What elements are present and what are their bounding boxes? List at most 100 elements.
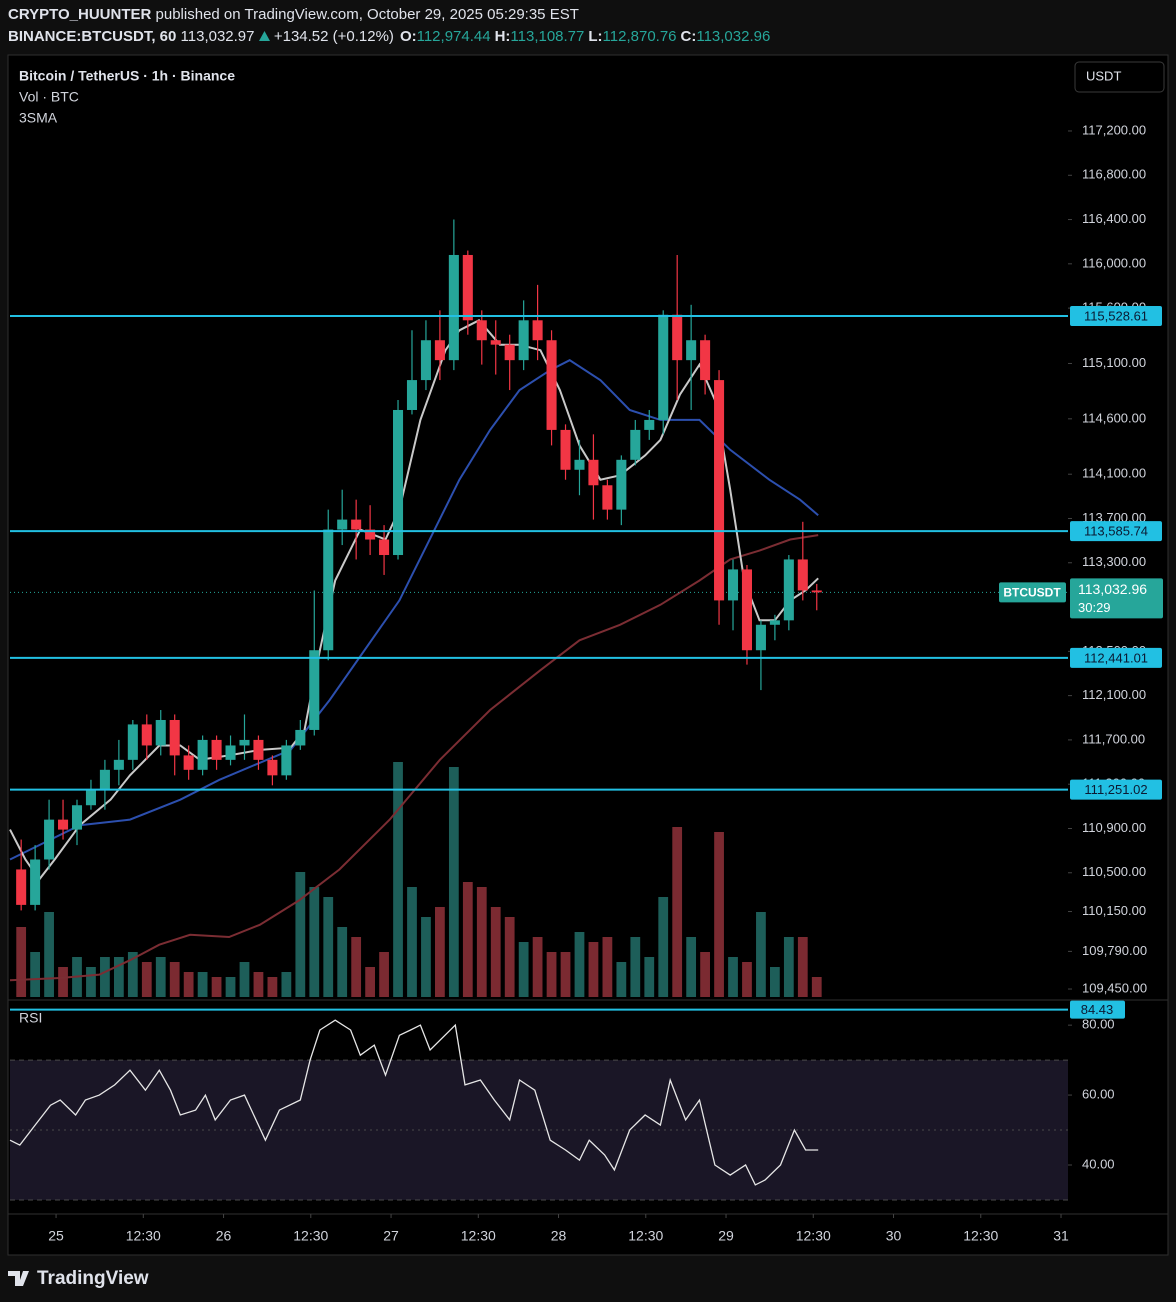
up-arrow-shape — [258, 31, 270, 41]
x-tick-label: 31 — [1053, 1228, 1069, 1244]
price-label: 113,032.96 — [1078, 581, 1147, 597]
candle-body — [434, 340, 445, 361]
x-tick-label: 28 — [551, 1228, 567, 1244]
legend-volume: Vol · BTC — [19, 89, 79, 105]
level-label: 112,441.01 — [1084, 650, 1148, 665]
ohlc-key: L: — [588, 28, 603, 45]
volume-bar — [30, 952, 41, 997]
candle-body — [239, 739, 250, 746]
volume-bar — [546, 952, 557, 997]
candle-body — [546, 340, 557, 430]
volume-bar — [435, 907, 445, 997]
candle-body — [44, 819, 55, 860]
chart-frame — [7, 54, 1169, 1256]
volume-bar — [351, 937, 362, 997]
volume-bar — [113, 957, 124, 997]
symbol-line: BINANCE:BTCUSDT, 60 113,032.97 +134.52 (… — [8, 28, 770, 45]
volume-bar — [393, 762, 403, 997]
candle-body — [769, 620, 780, 625]
y-tick-label: 112,100.00 — [1082, 687, 1146, 702]
candle-body — [365, 529, 376, 540]
y-tick-label: 114,100.00 — [1082, 466, 1146, 481]
legend-symbol: Bitcoin / TetherUS · 1h · Binance — [19, 68, 235, 84]
candle-body — [476, 320, 487, 341]
volume-bar — [658, 897, 669, 997]
change: +134.52 (+0.12%) — [273, 28, 394, 45]
author: CRYPTO_HUUNTER — [8, 6, 152, 23]
candle-body — [462, 254, 473, 321]
volume-bar — [756, 912, 766, 997]
x-tick-label: 12:30 — [963, 1228, 998, 1244]
volume-bar — [448, 767, 459, 997]
level-label-box — [1070, 779, 1162, 800]
legend-indicator: 3SMA — [19, 110, 58, 126]
x-tick-label: 25 — [48, 1228, 64, 1244]
candle-body — [797, 559, 808, 591]
level-label: 113,585.74 — [1084, 524, 1148, 539]
y-tick-label: 115,100.00 — [1082, 355, 1146, 370]
candle-body — [393, 409, 404, 556]
y-tick-label: 110,150.00 — [1082, 903, 1146, 918]
candle-body — [811, 590, 822, 593]
volume-bar — [797, 937, 808, 997]
candle-body — [337, 519, 348, 530]
volume-bar — [365, 967, 375, 997]
candle-body — [351, 519, 362, 530]
volume-bar — [253, 972, 264, 997]
volume-bar — [462, 882, 473, 997]
candle-body — [113, 759, 124, 770]
candle-body — [602, 485, 613, 510]
y-tick-label: 117,200.00 — [1082, 122, 1146, 137]
ohlc-value: 112,870.76 — [602, 28, 677, 45]
candle-body — [225, 745, 236, 760]
volume-bar — [309, 887, 320, 997]
y-tick-label: 109,450.00 — [1082, 980, 1147, 995]
candle-body — [588, 459, 599, 486]
candle-body — [504, 344, 515, 361]
y-tick-label: 116,400.00 — [1082, 211, 1146, 226]
level-label-box — [1070, 521, 1162, 542]
volume-bar — [490, 907, 501, 997]
ohlc-value: 113,108.77 — [510, 28, 585, 45]
y-tick-label: 40.00 — [1082, 1156, 1115, 1171]
footer-brand: TradingView — [37, 1268, 149, 1289]
currency[interactable]: USDT — [1086, 68, 1121, 83]
volume-bar — [588, 942, 599, 997]
volume-bar — [100, 957, 110, 997]
candle-body — [741, 569, 752, 651]
tradingview-logo — [8, 1271, 29, 1286]
x-tick-label: 12:30 — [461, 1228, 496, 1244]
x-tick-label: 12:30 — [293, 1228, 328, 1244]
candle-body — [714, 380, 725, 601]
candle-body — [755, 624, 766, 651]
volume-bar — [127, 952, 138, 997]
x-tick-label: 12:30 — [796, 1228, 831, 1244]
candle-body — [420, 340, 431, 381]
x-tick-label: 26 — [216, 1228, 232, 1244]
volume-bar — [672, 827, 683, 997]
volume-bar — [58, 967, 68, 997]
candle-body — [85, 789, 96, 806]
y-tick-label: 111,700.00 — [1082, 731, 1145, 746]
price-label-box — [1070, 578, 1163, 619]
candle-body — [253, 739, 264, 760]
candle-body — [630, 429, 641, 460]
candle-body — [574, 459, 585, 470]
candle-body — [16, 869, 27, 905]
volume-bar — [183, 972, 194, 997]
candle-body — [309, 650, 320, 730]
candle-body — [644, 419, 655, 430]
currency-button[interactable] — [1074, 61, 1165, 93]
volume-bar — [532, 937, 543, 997]
volume-bar — [169, 962, 180, 997]
volume-bar — [281, 972, 292, 997]
volume-bar — [16, 927, 27, 997]
volume-bar — [644, 957, 655, 997]
candle-body — [323, 529, 334, 651]
volume-bar — [783, 937, 794, 997]
candle-body — [127, 724, 138, 760]
candle-body — [281, 745, 292, 776]
volume-bar — [630, 937, 641, 997]
rsi-title: RSI — [19, 1010, 42, 1026]
volume-bar — [44, 912, 54, 997]
